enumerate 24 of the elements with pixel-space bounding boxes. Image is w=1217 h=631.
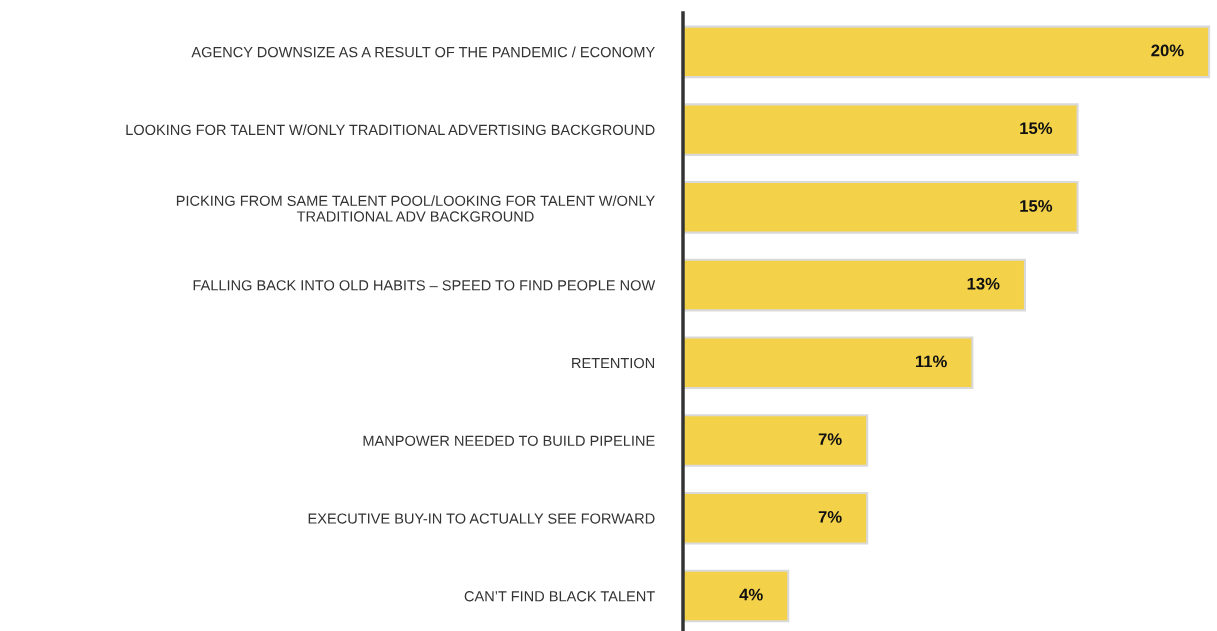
bar bbox=[683, 414, 869, 467]
y-tick-label: AGENCY DOWNSIZE AS A RESULT OF THE PANDEMIC / ECONOMY bbox=[191, 46, 655, 58]
y-tick-label: CAN’T FIND BLACK TALENT bbox=[464, 591, 655, 602]
bar bbox=[683, 25, 1211, 79]
data-label: 20% bbox=[1151, 44, 1184, 57]
data-label: 7% bbox=[818, 433, 842, 445]
bar bbox=[683, 569, 790, 623]
bar bbox=[683, 181, 1079, 234]
data-label: 15% bbox=[1020, 200, 1053, 212]
bar bbox=[683, 491, 869, 545]
y-tick-label: EXECUTIVE BUY-IN TO ACTUALLY SEE FORWARD bbox=[308, 513, 655, 524]
bar bbox=[683, 336, 974, 390]
y-tick-label: FALLING BACK INTO OLD HABITS – SPEED TO FIND PEOPLE NOW bbox=[193, 280, 656, 291]
y-tick-label: MANPOWER NEEDED TO BUILD PIPELINE bbox=[363, 435, 655, 446]
data-label: 11% bbox=[915, 355, 947, 368]
data-label: 7% bbox=[818, 511, 842, 523]
y-tick-label: RETENTION bbox=[572, 357, 655, 369]
y-tick-label: PICKING FROM SAME TALENT POOL/LOOKING FOR TALENT W/ONLY TRADITIONAL ADV BACKGROUND bbox=[176, 195, 655, 222]
data-label: 4% bbox=[739, 588, 763, 601]
data-label: 15% bbox=[1020, 122, 1053, 135]
data-label: 13% bbox=[967, 277, 1000, 290]
y-tick-label: LOOKING FOR TALENT W/ONLY TRADITIONAL ADVERTISING BACKGROUND bbox=[126, 124, 655, 136]
bar bbox=[683, 103, 1079, 156]
bar bbox=[683, 258, 1027, 312]
